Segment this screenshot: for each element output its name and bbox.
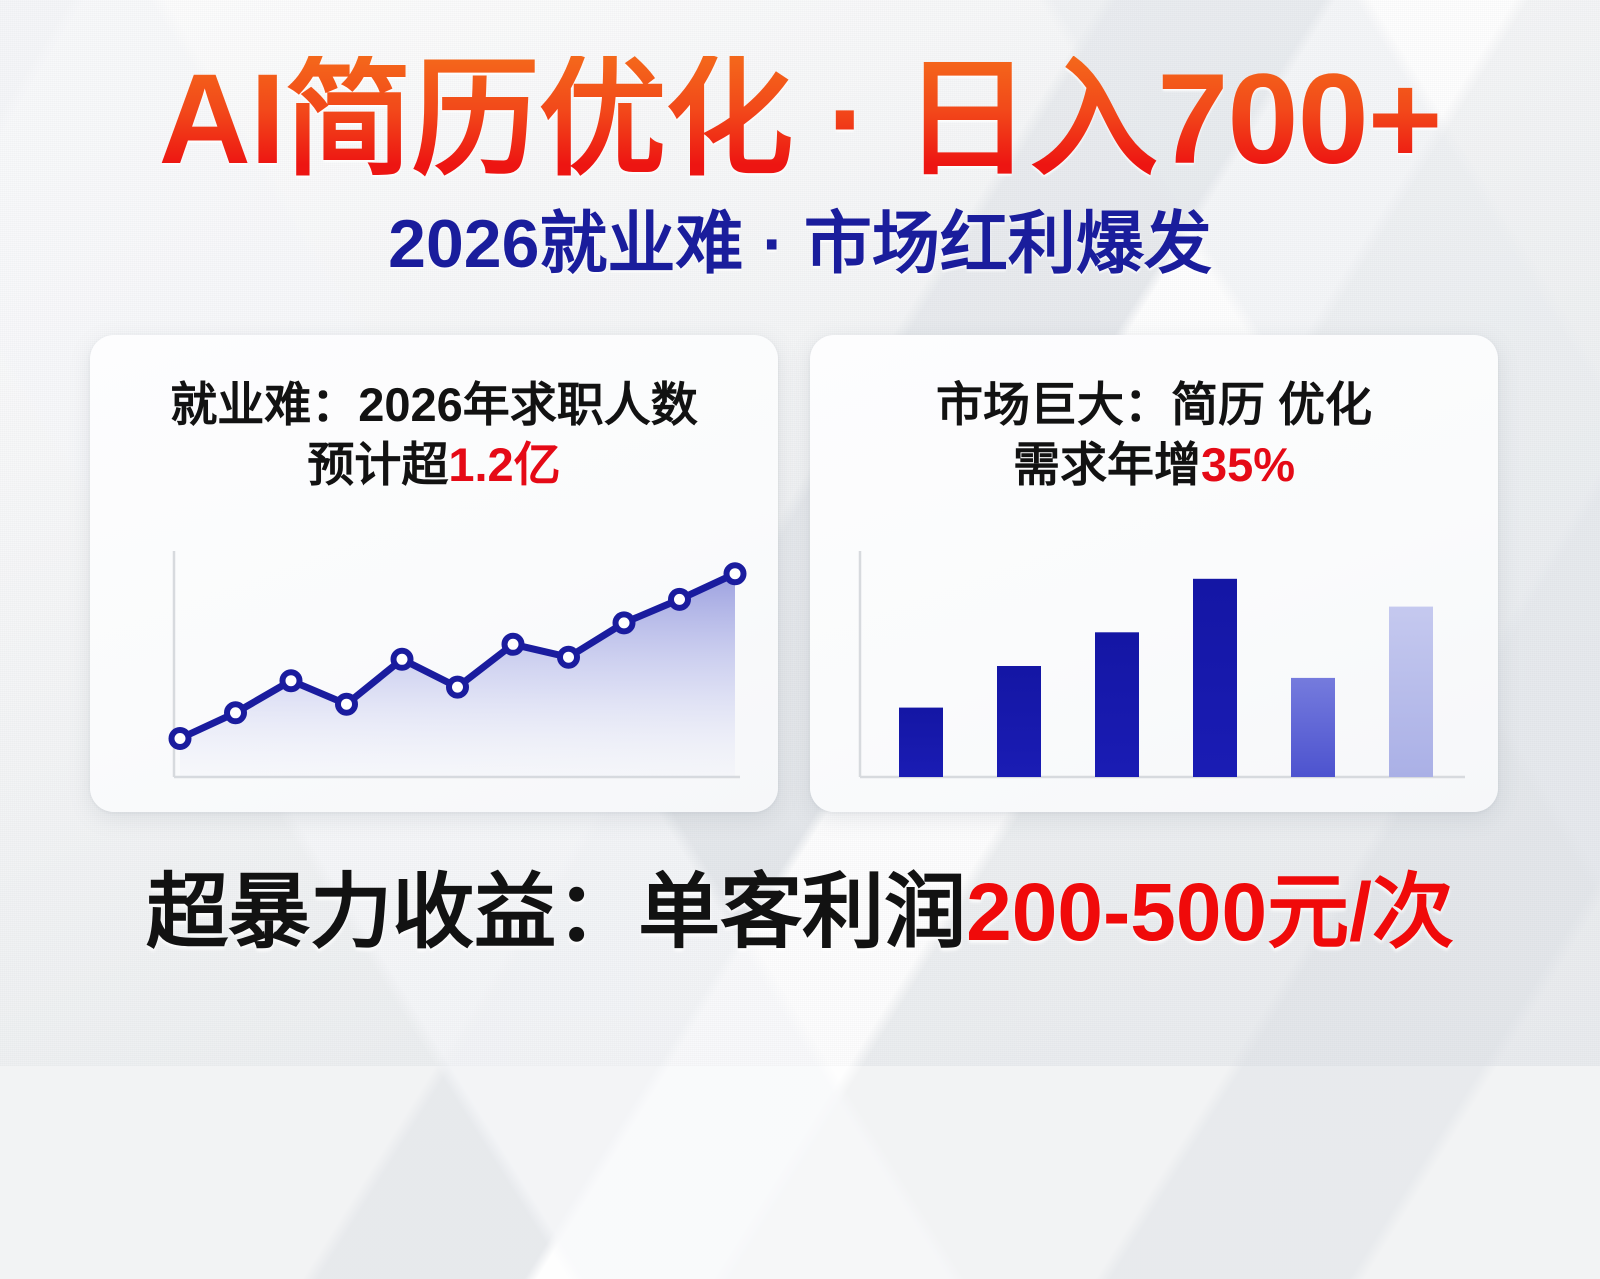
line-chart-svg [168,551,747,779]
bar-chart-resume-demand [810,533,1498,798]
bar-2 [997,666,1041,777]
poster-stage: AI简历优化 · 日入700+ 2026就业难 · 市场红利爆发 就业难：202… [0,56,1600,954]
bar-chart-svg [858,551,1465,779]
line-chart-area-fill [180,573,735,777]
bar-chart-series [899,578,1433,777]
bar-3 [1095,632,1139,777]
poster-subheadline: 2026就业难 · 市场红利爆发 [388,206,1212,282]
line-chart-point-7 [501,632,525,656]
line-chart-point-2 [224,701,247,725]
footer-label: 超暴力收益：单客利润 [146,867,967,958]
line-chart-point-9 [612,611,636,635]
bar-6 [1389,606,1433,777]
stat-card-market: 市场巨大：简历 优化 需求年增35% [810,335,1498,812]
stat-card-employment: 就业难：2026年求职人数 预计超1.2亿 [90,335,778,812]
bar-5 [1291,677,1335,777]
line-chart-markers [168,562,747,750]
line-chart-point-5 [390,647,414,671]
line-chart-point-3 [279,669,303,693]
line-chart-point-8 [557,645,580,669]
footer-amount: 200-500元/次 [966,867,1454,958]
line-chart-job-seekers [90,533,778,798]
card-heading-market: 市场巨大：简历 优化 需求年增35% [810,375,1498,495]
card-heading-line2-highlight: 1.2亿 [448,438,561,492]
line-chart-point-10 [668,587,691,611]
line-chart-point-6 [446,675,469,699]
card-heading-line2-prefix: 预计超 [307,438,449,492]
card-heading-line2-highlight: 35% [1200,438,1296,492]
card-heading-line1: 市场巨大：简历 优化 [935,378,1373,431]
line-chart-point-4 [335,692,358,716]
card-heading-line2-prefix: 需求年增 [1012,438,1201,492]
bar-1 [899,707,943,777]
poster-footer: 超暴力收益：单客利润200-500元/次 [0,872,1600,954]
bar-4 [1193,578,1237,777]
card-heading-employment: 就业难：2026年求职人数 预计超1.2亿 [90,375,778,495]
card-heading-line1: 就业难：2026年求职人数 [170,378,698,431]
poster-headline: AI简历优化 · 日入700+ [0,56,1600,184]
line-chart-point-1 [168,727,192,750]
line-chart-point-11 [723,562,747,586]
